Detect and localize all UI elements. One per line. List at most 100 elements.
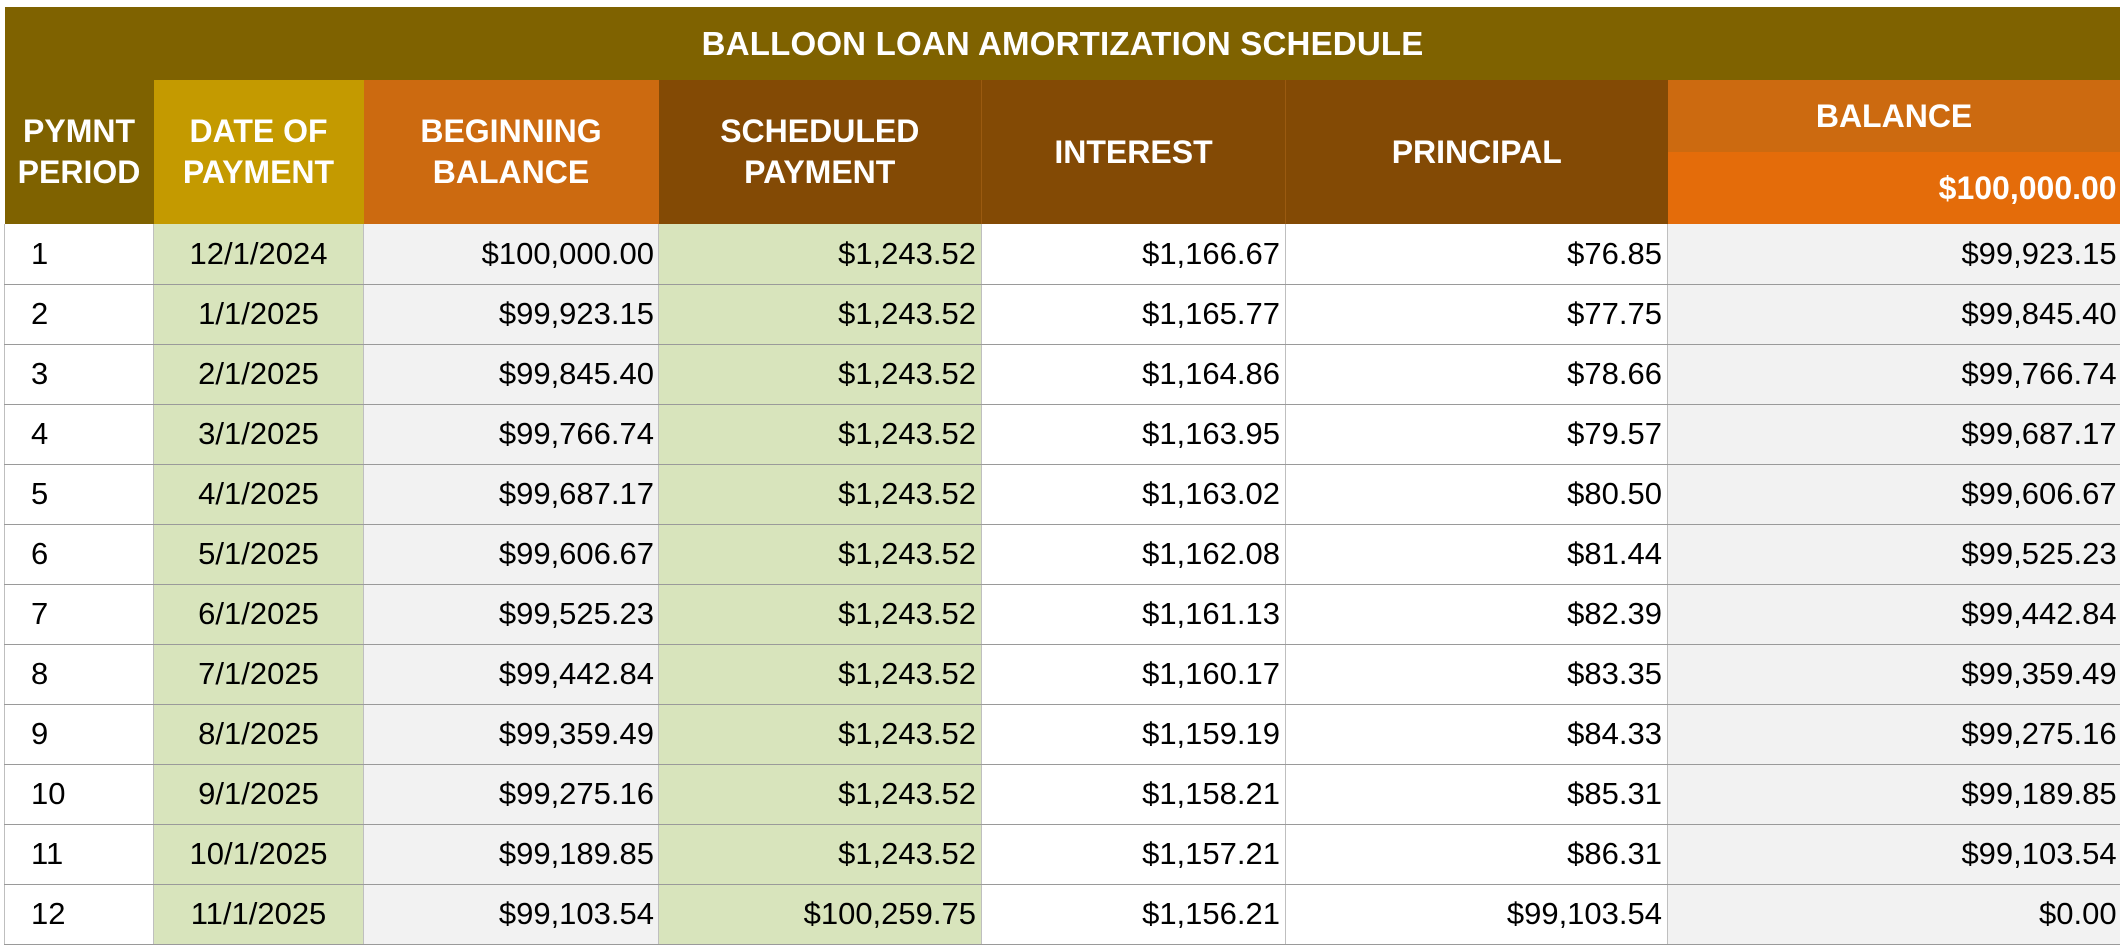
cell-beginning-balance[interactable]: $100,000.00 bbox=[363, 224, 659, 285]
cell-principal[interactable]: $77.75 bbox=[1285, 284, 1668, 345]
cell-scheduled-payment[interactable]: $1,243.52 bbox=[658, 824, 982, 885]
cell-beginning-balance[interactable]: $99,687.17 bbox=[363, 464, 659, 525]
cell-beginning-balance[interactable]: $99,359.49 bbox=[363, 704, 659, 765]
cell-date[interactable]: 7/1/2025 bbox=[153, 644, 364, 705]
cell-period[interactable]: 11 bbox=[4, 824, 154, 885]
cell-interest[interactable]: $1,166.67 bbox=[981, 224, 1286, 285]
cell-period[interactable]: 1 bbox=[4, 224, 154, 285]
header-initial-balance[interactable]: $100,000.00 bbox=[1667, 152, 2120, 224]
cell-principal[interactable]: $76.85 bbox=[1285, 224, 1668, 285]
cell-interest[interactable]: $1,156.21 bbox=[981, 884, 1286, 945]
cell-period[interactable]: 4 bbox=[4, 404, 154, 465]
cell-balance[interactable]: $99,189.85 bbox=[1667, 764, 2120, 825]
cell-period[interactable]: 8 bbox=[4, 644, 154, 705]
header-beginning-balance[interactable]: BEGINNING BALANCE bbox=[363, 80, 659, 224]
cell-beginning-balance[interactable]: $99,525.23 bbox=[363, 584, 659, 645]
table-row: 8 7/1/2025 $99,442.84 $1,243.52 $1,160.17 $83… bbox=[4, 644, 2120, 705]
cell-date[interactable]: 12/1/2024 bbox=[153, 224, 364, 285]
cell-period[interactable]: 9 bbox=[4, 704, 154, 765]
cell-principal[interactable]: $79.57 bbox=[1285, 404, 1668, 465]
cell-interest[interactable]: $1,161.13 bbox=[981, 584, 1286, 645]
cell-interest[interactable]: $1,159.19 bbox=[981, 704, 1286, 765]
header-date-line1: DATE OF bbox=[189, 113, 328, 149]
cell-beginning-balance[interactable]: $99,103.54 bbox=[363, 884, 659, 945]
cell-date[interactable]: 5/1/2025 bbox=[153, 524, 364, 585]
cell-period[interactable]: 3 bbox=[4, 344, 154, 405]
cell-period[interactable]: 6 bbox=[4, 524, 154, 585]
cell-period[interactable]: 7 bbox=[4, 584, 154, 645]
cell-scheduled-payment[interactable]: $1,243.52 bbox=[658, 644, 982, 705]
cell-scheduled-payment[interactable]: $100,259.75 bbox=[658, 884, 982, 945]
cell-beginning-balance[interactable]: $99,766.74 bbox=[363, 404, 659, 465]
cell-interest[interactable]: $1,165.77 bbox=[981, 284, 1286, 345]
cell-period[interactable]: 2 bbox=[4, 284, 154, 345]
cell-beginning-balance[interactable]: $99,923.15 bbox=[363, 284, 659, 345]
cell-scheduled-payment[interactable]: $1,243.52 bbox=[658, 524, 982, 585]
cell-balance[interactable]: $99,525.23 bbox=[1667, 524, 2120, 585]
header-date-of-payment[interactable]: DATE OF PAYMENT bbox=[153, 80, 364, 224]
cell-principal[interactable]: $82.39 bbox=[1285, 584, 1668, 645]
header-sched-line1: SCHEDULED bbox=[720, 113, 920, 149]
cell-scheduled-payment[interactable]: $1,243.52 bbox=[658, 284, 982, 345]
cell-balance[interactable]: $99,103.54 bbox=[1667, 824, 2120, 885]
header-interest[interactable]: INTEREST bbox=[981, 80, 1286, 224]
cell-balance[interactable]: $0.00 bbox=[1667, 884, 2120, 945]
cell-interest[interactable]: $1,164.86 bbox=[981, 344, 1286, 405]
cell-beginning-balance[interactable]: $99,845.40 bbox=[363, 344, 659, 405]
cell-date[interactable]: 10/1/2025 bbox=[153, 824, 364, 885]
cell-interest[interactable]: $1,158.21 bbox=[981, 764, 1286, 825]
cell-period[interactable]: 5 bbox=[4, 464, 154, 525]
cell-scheduled-payment[interactable]: $1,243.52 bbox=[658, 464, 982, 525]
cell-principal[interactable]: $80.50 bbox=[1285, 464, 1668, 525]
cell-scheduled-payment[interactable]: $1,243.52 bbox=[658, 584, 982, 645]
cell-scheduled-payment[interactable]: $1,243.52 bbox=[658, 704, 982, 765]
cell-balance[interactable]: $99,359.49 bbox=[1667, 644, 2120, 705]
cell-principal[interactable]: $84.33 bbox=[1285, 704, 1668, 765]
cell-principal[interactable]: $85.31 bbox=[1285, 764, 1668, 825]
cell-beginning-balance[interactable]: $99,189.85 bbox=[363, 824, 659, 885]
cell-date[interactable]: 2/1/2025 bbox=[153, 344, 364, 405]
cell-date[interactable]: 11/1/2025 bbox=[153, 884, 364, 945]
cell-scheduled-payment[interactable]: $1,243.52 bbox=[658, 764, 982, 825]
cell-period[interactable]: 10 bbox=[4, 764, 154, 825]
cell-balance[interactable]: $99,766.74 bbox=[1667, 344, 2120, 405]
cell-principal[interactable]: $81.44 bbox=[1285, 524, 1668, 585]
header-sched-line2: PAYMENT bbox=[744, 154, 896, 190]
cell-principal[interactable]: $99,103.54 bbox=[1285, 884, 1668, 945]
cell-interest[interactable]: $1,157.21 bbox=[981, 824, 1286, 885]
cell-balance[interactable]: $99,442.84 bbox=[1667, 584, 2120, 645]
cell-balance[interactable]: $99,275.16 bbox=[1667, 704, 2120, 765]
cell-balance[interactable]: $99,687.17 bbox=[1667, 404, 2120, 465]
header-begin-line2: BALANCE bbox=[432, 154, 590, 190]
cell-principal[interactable]: $83.35 bbox=[1285, 644, 1668, 705]
header-principal[interactable]: PRINCIPAL bbox=[1285, 80, 1668, 224]
cell-date[interactable]: 9/1/2025 bbox=[153, 764, 364, 825]
cell-scheduled-payment[interactable]: $1,243.52 bbox=[658, 404, 982, 465]
cell-balance[interactable]: $99,923.15 bbox=[1667, 224, 2120, 285]
cell-interest[interactable]: $1,163.95 bbox=[981, 404, 1286, 465]
cell-scheduled-payment[interactable]: $1,243.52 bbox=[658, 344, 982, 405]
cell-interest[interactable]: $1,163.02 bbox=[981, 464, 1286, 525]
cell-beginning-balance[interactable]: $99,606.67 bbox=[363, 524, 659, 585]
cell-period[interactable]: 12 bbox=[4, 884, 154, 945]
header-balance[interactable]: BALANCE bbox=[1667, 80, 2120, 152]
table-row: 11 10/1/2025 $99,189.85 $1,243.52 $1,157.21 $… bbox=[4, 824, 2120, 885]
cell-interest[interactable]: $1,162.08 bbox=[981, 524, 1286, 585]
cell-date[interactable]: 3/1/2025 bbox=[153, 404, 364, 465]
cell-principal[interactable]: $78.66 bbox=[1285, 344, 1668, 405]
cell-balance[interactable]: $99,845.40 bbox=[1667, 284, 2120, 345]
header-row: PYMNT PERIOD DATE OF PAYMENT BEGINNING B… bbox=[4, 80, 2120, 224]
header-pymnt-period[interactable]: PYMNT PERIOD bbox=[4, 80, 154, 224]
cell-date[interactable]: 1/1/2025 bbox=[153, 284, 364, 345]
cell-balance[interactable]: $99,606.67 bbox=[1667, 464, 2120, 525]
table-title[interactable]: BALLOON LOAN AMORTIZATION SCHEDULE bbox=[4, 7, 2120, 80]
header-scheduled-payment[interactable]: SCHEDULED PAYMENT bbox=[658, 80, 982, 224]
cell-beginning-balance[interactable]: $99,275.16 bbox=[363, 764, 659, 825]
cell-date[interactable]: 8/1/2025 bbox=[153, 704, 364, 765]
cell-interest[interactable]: $1,160.17 bbox=[981, 644, 1286, 705]
cell-scheduled-payment[interactable]: $1,243.52 bbox=[658, 224, 982, 285]
cell-date[interactable]: 6/1/2025 bbox=[153, 584, 364, 645]
cell-principal[interactable]: $86.31 bbox=[1285, 824, 1668, 885]
cell-date[interactable]: 4/1/2025 bbox=[153, 464, 364, 525]
cell-beginning-balance[interactable]: $99,442.84 bbox=[363, 644, 659, 705]
